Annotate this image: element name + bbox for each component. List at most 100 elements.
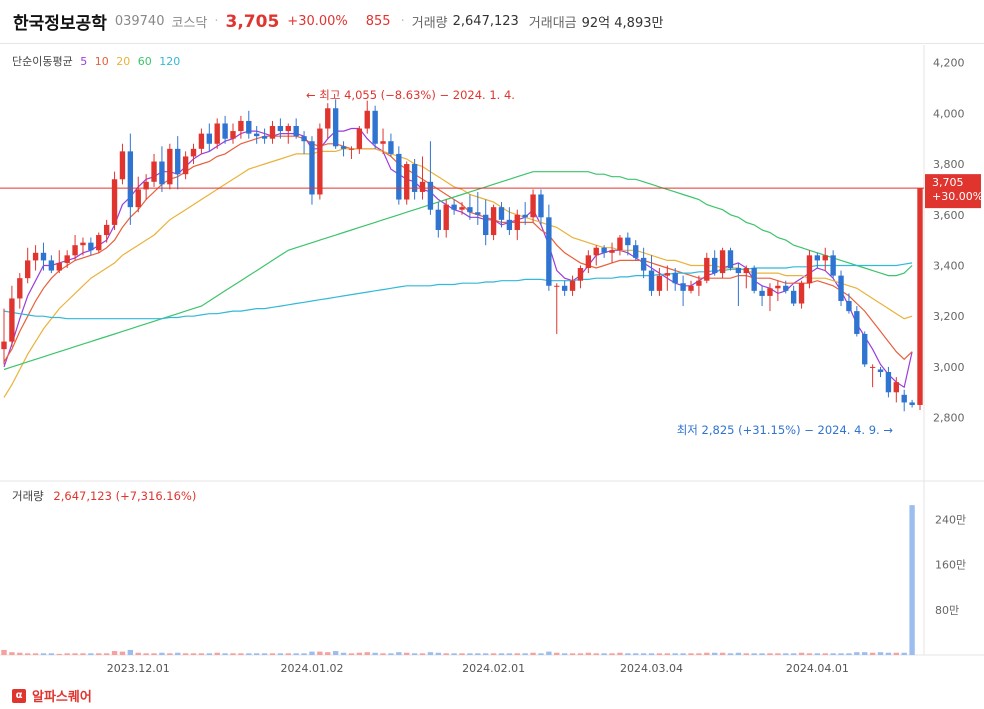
change-amount: 855 xyxy=(365,14,391,29)
volume-bar xyxy=(356,652,363,655)
volume-bar xyxy=(17,652,23,655)
volume-bar xyxy=(40,653,47,655)
candle-body xyxy=(775,285,781,289)
separator-dot: · xyxy=(214,14,219,29)
volume-bar xyxy=(293,653,299,655)
stock-chart[interactable]: 4,200 4,000 3,800 3,600 3,400 3,200 3,000 2,800… xyxy=(0,45,984,685)
candle-body xyxy=(372,110,378,144)
candle-body xyxy=(56,262,62,271)
candle-body xyxy=(609,250,615,253)
volume-bar xyxy=(388,653,394,655)
volume-bar xyxy=(325,652,331,655)
candle-body xyxy=(577,268,584,281)
candle-body xyxy=(72,245,78,256)
candle-body xyxy=(751,268,757,291)
candle-body xyxy=(175,148,181,175)
ma-legend-20: 20 xyxy=(116,55,130,68)
volume-bar xyxy=(435,652,441,655)
candle-body xyxy=(719,250,726,274)
volume-bar xyxy=(269,653,276,655)
ma-legend-60: 60 xyxy=(138,55,152,68)
candle-body xyxy=(356,128,363,149)
candle-body xyxy=(838,275,844,301)
candle-body xyxy=(514,214,520,230)
volume-bar xyxy=(230,653,236,655)
volume-bar xyxy=(712,652,718,655)
volume-bar xyxy=(585,652,592,655)
volume-bar xyxy=(317,651,323,655)
separator-dot: · xyxy=(400,14,405,29)
volume-panel-label: 거래량 xyxy=(12,489,44,503)
candle-body xyxy=(680,283,686,291)
current-price-tag-price: 3,705 xyxy=(932,176,964,189)
date-tick-label: 2024.01.02 xyxy=(280,662,343,675)
candle-body xyxy=(332,108,339,147)
candle-body xyxy=(404,164,410,200)
volume-bar xyxy=(790,653,797,655)
volume-bar xyxy=(380,653,386,655)
ma-legend: 단순이동평균 5 10 20 60 120 xyxy=(12,55,180,68)
volume-bar xyxy=(175,652,181,655)
volume-bar xyxy=(759,653,765,655)
volume-bar xyxy=(32,653,39,655)
price-tick-label: 3,600 xyxy=(933,209,965,222)
volume-bar xyxy=(411,653,418,655)
volume-y-axis: 240만 160만 80만 xyxy=(935,513,966,616)
volume-bar xyxy=(254,653,260,655)
volume-bar xyxy=(151,653,157,655)
candle-body xyxy=(743,268,749,274)
change-rate: +30.00% xyxy=(287,14,348,29)
brand-footer[interactable]: α 알파스퀘어 xyxy=(12,686,92,705)
volume-bar xyxy=(127,649,134,655)
price-tick-label: 4,000 xyxy=(933,107,965,120)
volume-bar xyxy=(767,653,773,655)
volume-bar xyxy=(246,653,252,655)
date-tick-label: 2024.04.01 xyxy=(786,662,849,675)
candle-body xyxy=(301,136,307,142)
volume-bar xyxy=(846,653,852,655)
volume-bar xyxy=(348,653,355,655)
candle-body xyxy=(467,207,473,213)
candle-body xyxy=(696,280,702,286)
candle-body xyxy=(664,273,670,276)
candle-body xyxy=(206,133,212,144)
volume-bar xyxy=(167,653,173,655)
candle-body xyxy=(601,247,607,253)
volume-bar xyxy=(727,653,734,655)
candle-body xyxy=(167,148,173,185)
candle-body xyxy=(190,148,197,157)
volume-bar xyxy=(783,653,789,655)
candle-body xyxy=(506,219,513,230)
volume-bar xyxy=(214,652,220,655)
candles xyxy=(1,99,923,412)
volume-bar xyxy=(285,653,291,655)
candle-body xyxy=(40,252,47,261)
candle-body xyxy=(222,123,228,139)
volume-bar xyxy=(546,651,552,655)
candle-body xyxy=(830,255,836,276)
candle-body xyxy=(459,207,465,210)
candle-body xyxy=(427,181,434,210)
candle-body xyxy=(656,275,663,291)
volume-bar xyxy=(893,652,899,655)
date-tick-label: 2024.02.01 xyxy=(462,662,525,675)
volume-bar xyxy=(593,653,599,655)
candle-body xyxy=(846,300,852,312)
volume-bar xyxy=(64,653,70,655)
volume-bar xyxy=(206,653,212,655)
volume-bar xyxy=(625,653,631,655)
volume-panel-value: 2,647,123 (+7,316.16%) xyxy=(53,489,196,503)
candle-body xyxy=(546,217,552,286)
volume-bar xyxy=(696,653,702,655)
volume-bar xyxy=(96,653,102,655)
ma-legend-10: 10 xyxy=(95,55,109,68)
candle-body xyxy=(554,285,560,287)
candle-body xyxy=(64,255,70,263)
candle-body xyxy=(135,189,141,208)
volume-bar xyxy=(814,653,821,655)
volume-bar xyxy=(190,653,197,655)
brand-name: 알파스퀘어 xyxy=(32,690,92,705)
volume-bar xyxy=(680,653,686,655)
volume-bar xyxy=(798,652,805,655)
candle-body xyxy=(143,181,149,190)
